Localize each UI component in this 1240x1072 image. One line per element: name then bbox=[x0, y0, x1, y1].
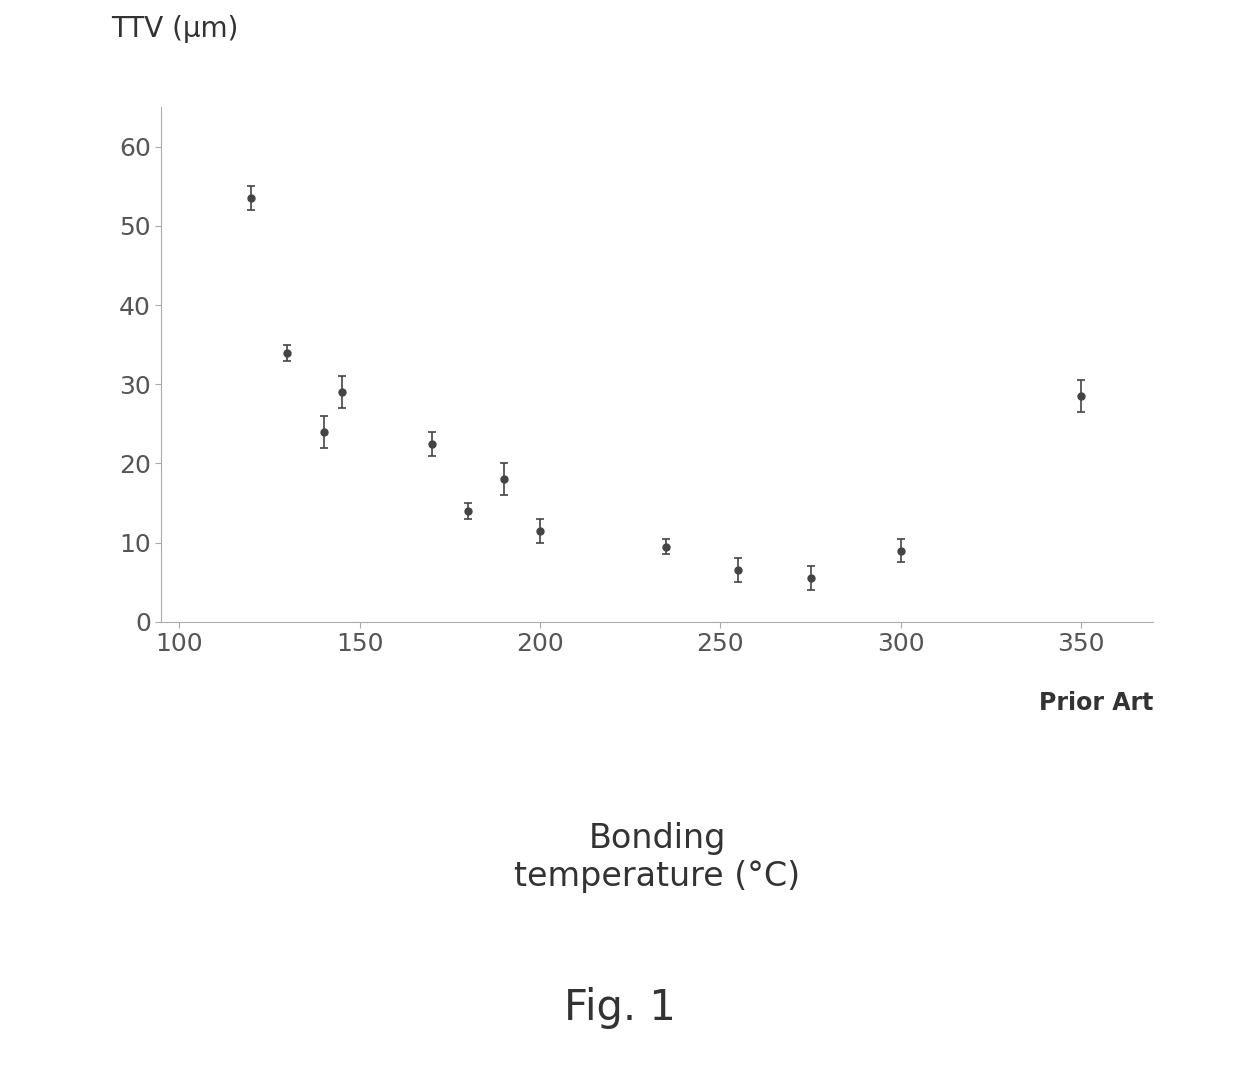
Text: Fig. 1: Fig. 1 bbox=[564, 986, 676, 1029]
Text: TTV (μm): TTV (μm) bbox=[112, 15, 239, 43]
Text: Bonding
temperature (°C): Bonding temperature (°C) bbox=[515, 822, 800, 893]
Text: Prior Art: Prior Art bbox=[1039, 691, 1153, 715]
